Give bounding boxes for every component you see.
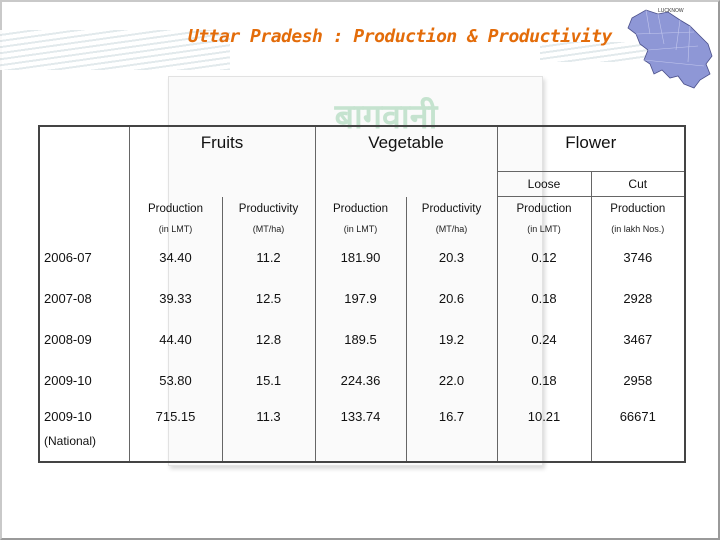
value-cell: 189.5 (314, 319, 407, 360)
value-cell: 224.36 (314, 360, 407, 401)
group-fruits: Fruits (128, 125, 316, 172)
value-cell: 16.7 (405, 401, 498, 462)
decorative-stripes-left (0, 30, 230, 70)
unit-header: (in LMT) (496, 221, 592, 237)
value-cell: 39.33 (128, 278, 223, 319)
value-cell: 10.21 (496, 401, 592, 462)
table-row: 2006-07 34.40 11.2 181.90 20.3 0.12 3746 (38, 237, 686, 278)
header-row-groups: Fruits Vegetable Flower (38, 125, 686, 172)
year-cell: 2007-08 (38, 278, 130, 319)
header-row-units: (in LMT) (MT/ha) (in LMT) (MT/ha) (in LM… (38, 221, 686, 237)
unit-header: (in LMT) (128, 221, 223, 237)
value-cell: 0.12 (496, 237, 592, 278)
value-cell: 34.40 (128, 237, 223, 278)
value-cell: 3467 (590, 319, 686, 360)
slide-title: Uttar Pradesh : Production & Productivit… (188, 26, 612, 47)
value-cell: 11.3 (221, 401, 316, 462)
year-cell: 2009-10 (National) (38, 401, 130, 462)
value-cell: 2928 (590, 278, 686, 319)
metric-header: Production (496, 196, 592, 221)
value-cell: 19.2 (405, 319, 498, 360)
value-cell: 44.40 (128, 319, 223, 360)
value-cell: 2958 (590, 360, 686, 401)
value-cell: 0.18 (496, 360, 592, 401)
year-cell: 2008-09 (38, 319, 130, 360)
year-cell: 2006-07 (38, 237, 130, 278)
value-cell: 715.15 (128, 401, 223, 462)
table-row: 2007-08 39.33 12.5 197.9 20.6 0.18 2928 (38, 278, 686, 319)
value-cell: 20.6 (405, 278, 498, 319)
value-cell: 22.0 (405, 360, 498, 401)
year-label: 2009-10 (44, 409, 92, 424)
value-cell: 3746 (590, 237, 686, 278)
metric-header: Productivity (221, 196, 316, 221)
value-cell: 0.24 (496, 319, 592, 360)
map-label: LUCKNOW (658, 8, 684, 14)
value-cell: 53.80 (128, 360, 223, 401)
production-table: Fruits Vegetable Flower Loose Cut Produc… (38, 125, 687, 463)
value-cell: 12.8 (221, 319, 316, 360)
metric-header: Productivity (405, 196, 498, 221)
flower-loose-header: Loose (496, 171, 592, 197)
metric-header: Production (590, 196, 686, 221)
value-cell: 133.74 (314, 401, 407, 462)
unit-header: (MT/ha) (221, 221, 316, 237)
unit-header: (in LMT) (314, 221, 407, 237)
value-cell: 0.18 (496, 278, 592, 319)
value-cell: 20.3 (405, 237, 498, 278)
header-row-flower-sub: Loose Cut (38, 171, 686, 197)
year-cell: 2009-10 (38, 360, 130, 401)
flower-cut-header: Cut (590, 171, 686, 197)
value-cell: 15.1 (221, 360, 316, 401)
table-row: 2008-09 44.40 12.8 189.5 19.2 0.24 3467 (38, 319, 686, 360)
value-cell: 197.9 (314, 278, 407, 319)
unit-header: (MT/ha) (405, 221, 498, 237)
value-cell: 12.5 (221, 278, 316, 319)
metric-header: Production (314, 196, 407, 221)
unit-header: (in lakh Nos.) (590, 221, 686, 237)
national-label: (National) (44, 434, 97, 448)
header-row-metrics: Production Productivity Production Produ… (38, 196, 686, 221)
table-row: 2009-10 53.80 15.1 224.36 22.0 0.18 2958 (38, 360, 686, 401)
group-flower: Flower (496, 125, 686, 172)
uttar-pradesh-map-icon: LUCKNOW (627, 8, 713, 89)
value-cell: 66671 (590, 401, 686, 462)
value-cell: 181.90 (314, 237, 407, 278)
metric-header: Production (128, 196, 223, 221)
table-row: 2009-10 (National) 715.15 11.3 133.74 16… (38, 401, 686, 462)
value-cell: 11.2 (221, 237, 316, 278)
decorative-stripes-right (540, 42, 650, 62)
group-vegetable: Vegetable (314, 125, 498, 172)
